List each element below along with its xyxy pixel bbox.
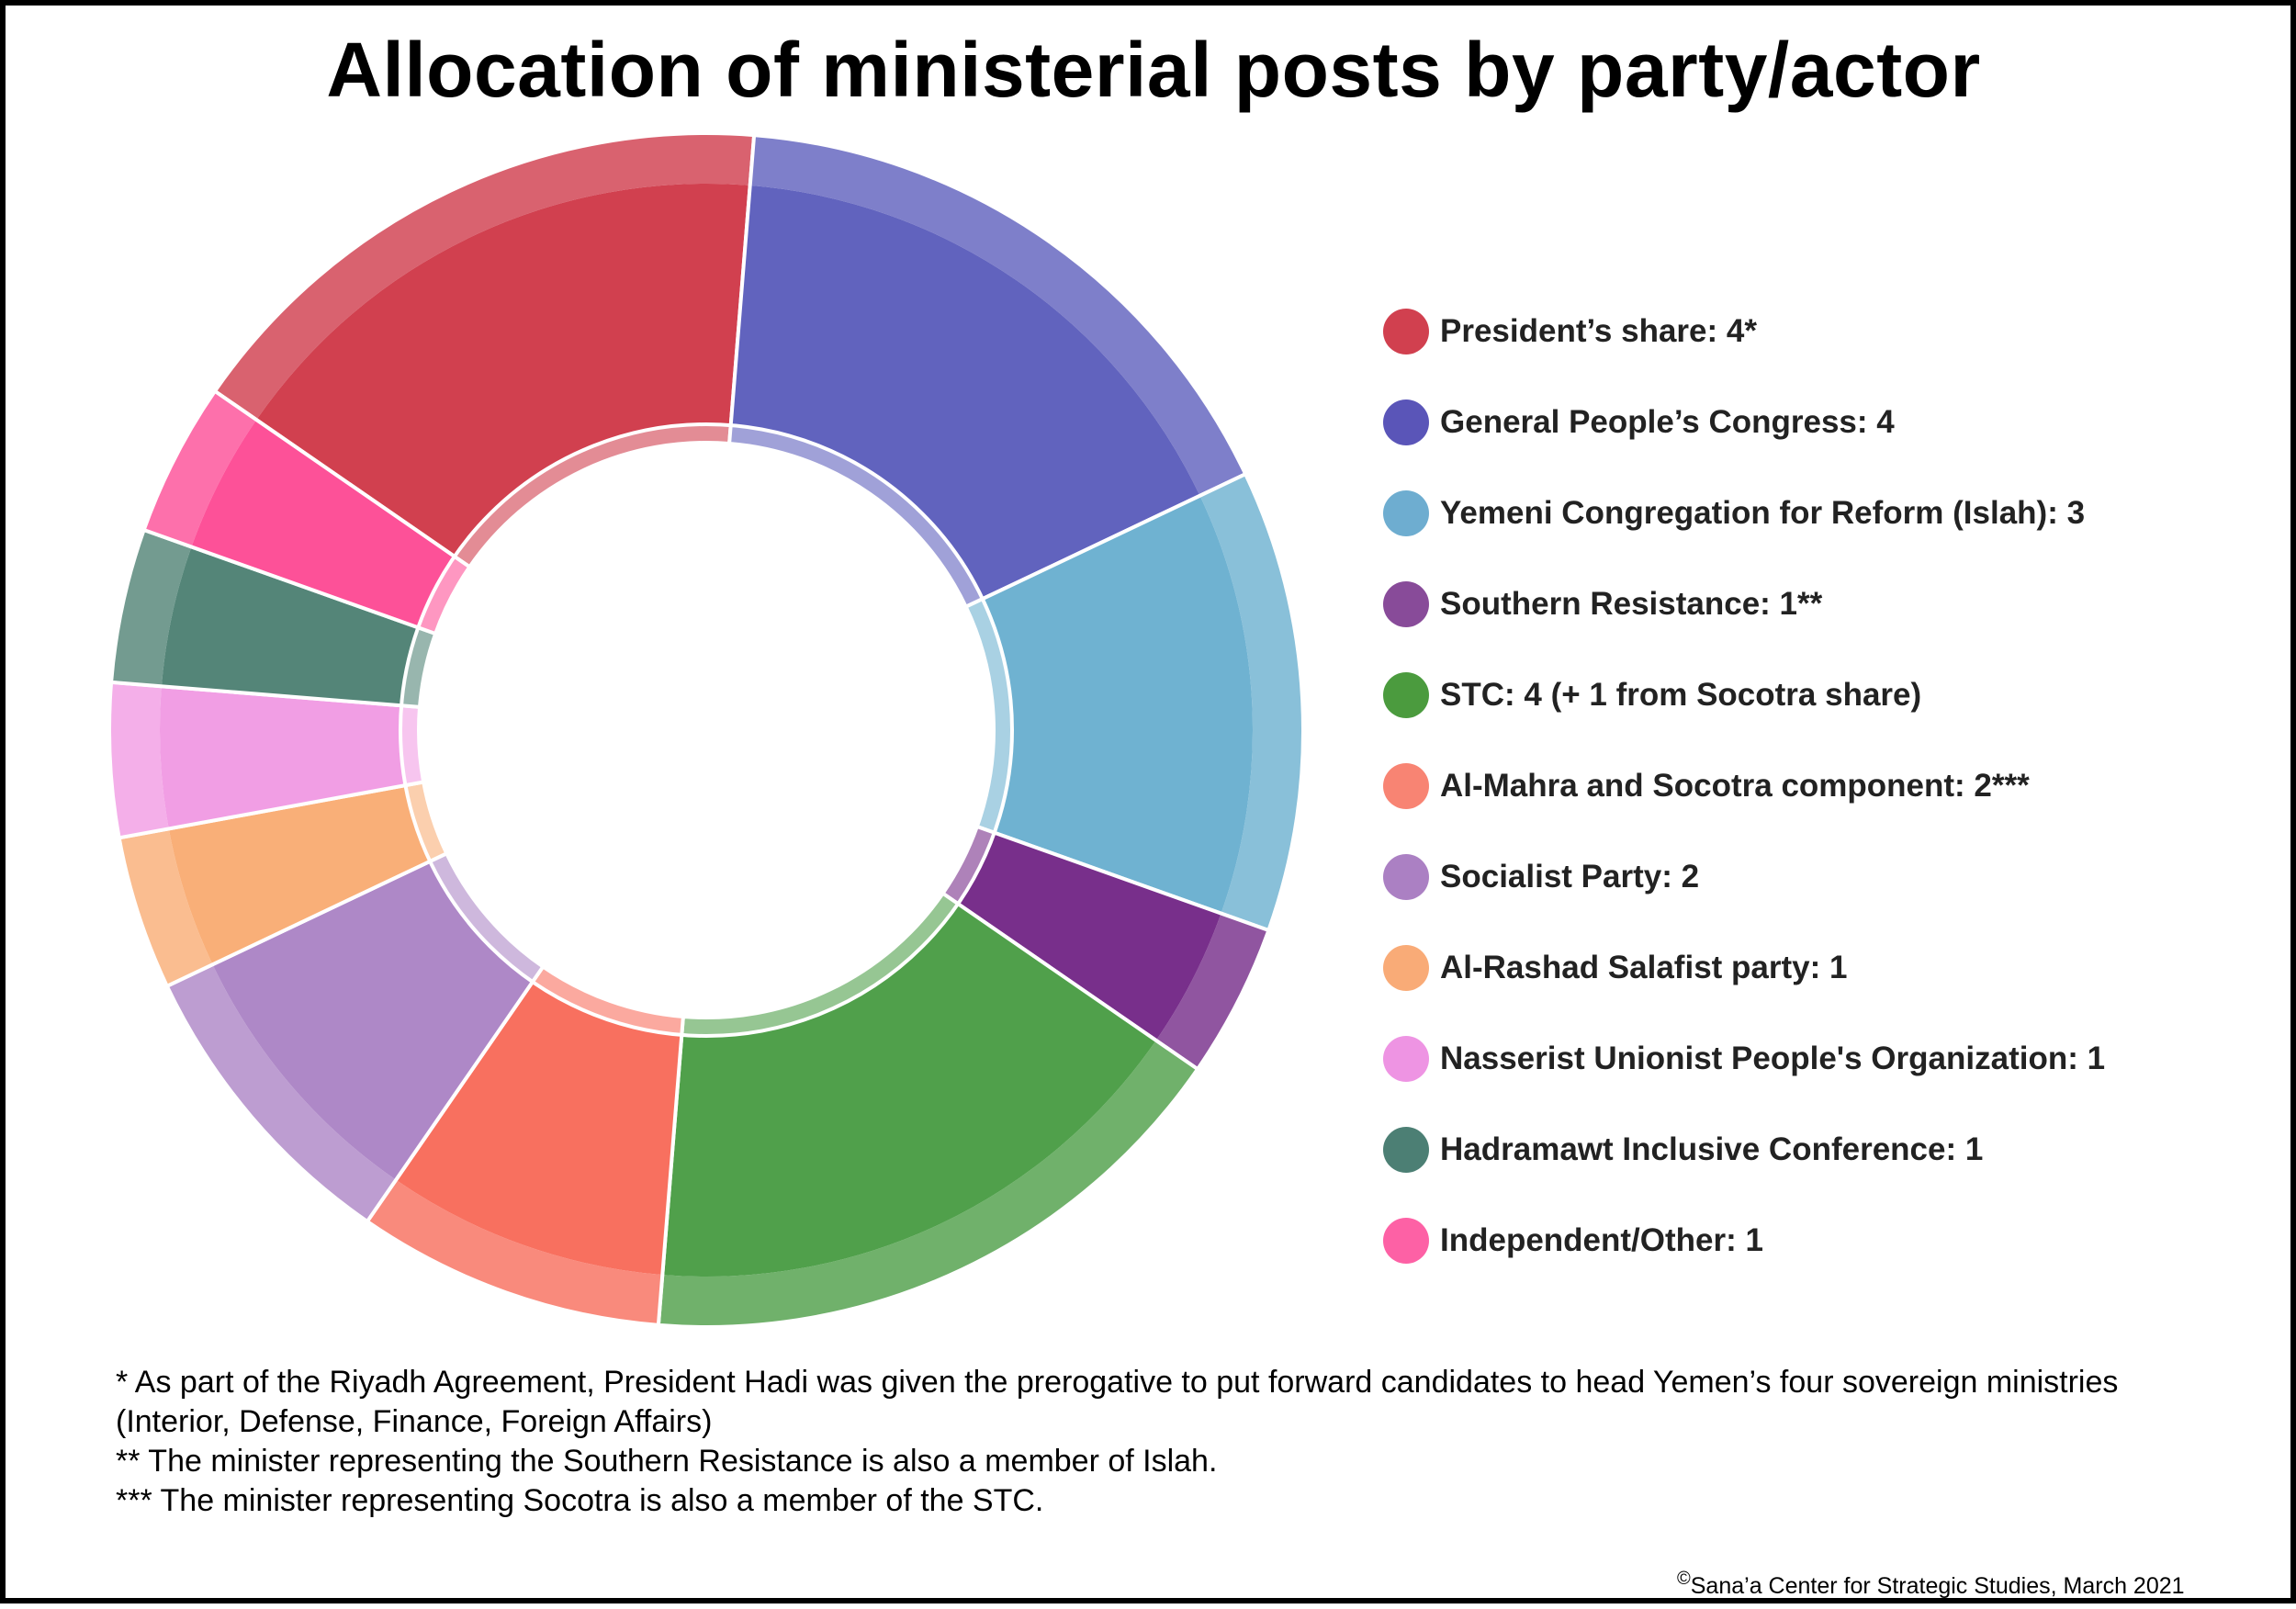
legend-item: Southern Resistance: 1** [1383, 558, 2265, 649]
pie-slice [212, 131, 757, 569]
pie-slice [963, 472, 1305, 933]
legend-item: President’s share: 4* [1383, 286, 2265, 377]
pie-slice [164, 851, 546, 1224]
legend-item: General People’s Congress: 4 [1383, 377, 2265, 467]
legend-label: Hadramawt Inclusive Conference: 1 [1440, 1131, 1984, 1167]
footnote-1: * As part of the Riyadh Agreement, Presi… [116, 1365, 2127, 1439]
legend-item: Socialist Party: 2 [1383, 831, 2265, 922]
legend-item: Yemeni Congregation for Reform (Islah): … [1383, 467, 2265, 558]
legend-swatch [1383, 489, 1429, 536]
legend-label: Al-Rashad Salafist party: 1 [1440, 949, 1848, 985]
legend-swatch [1383, 944, 1429, 991]
pie-slice [141, 388, 472, 636]
legend-label: Southern Resistance: 1** [1440, 585, 1823, 622]
legend-label: Al-Mahra and Socotra component: 2*** [1440, 767, 2030, 804]
pie-slice [727, 133, 1248, 609]
pie-slice [656, 891, 1200, 1329]
legend-label: Nasserist Unionist People's Organization… [1440, 1040, 2106, 1076]
legend-item: Hadramawt Inclusive Conference: 1 [1383, 1104, 2265, 1195]
pie-slice [940, 824, 1271, 1072]
legend-swatch [1383, 399, 1429, 445]
legend-swatch [1383, 671, 1429, 718]
footnote-2: ** The minister representing the Souther… [116, 1444, 1218, 1479]
pie-slice [117, 780, 449, 988]
legend-swatch [1383, 1126, 1429, 1173]
legend-swatch [1383, 1217, 1429, 1264]
legend-item: Independent/Other: 1 [1383, 1195, 2265, 1286]
legend-label: Yemeni Congregation for Reform (Islah): … [1440, 494, 2086, 531]
legend-swatch [1383, 308, 1429, 354]
legend-label: Independent/Other: 1 [1440, 1221, 1763, 1258]
legend-swatch [1383, 1035, 1429, 1082]
legend-label: Socialist Party: 2 [1440, 858, 1700, 895]
legend-label: General People’s Congress: 4 [1440, 403, 1895, 440]
legend-swatch [1383, 762, 1429, 809]
legend-label: STC: 4 (+ 1 from Socotra share) [1440, 676, 1922, 713]
donut-chart [107, 131, 1305, 1329]
legend-label: President’s share: 4* [1440, 312, 1757, 349]
legend-item: Al-Rashad Salafist party: 1 [1383, 922, 2265, 1013]
pie-slice [365, 964, 685, 1327]
chart-title: Allocation of ministerial posts by party… [326, 27, 1981, 113]
credit-text: Sana’a Center for Strategic Studies, Mar… [1690, 1573, 2185, 1599]
donut-hole [420, 444, 993, 1017]
legend-item: Nasserist Unionist People's Organization… [1383, 1013, 2265, 1104]
legend-swatch [1383, 580, 1429, 627]
legend: President’s share: 4* General People’s Co… [1383, 286, 2265, 1286]
legend-item: STC: 4 (+ 1 from Socotra share) [1383, 649, 2265, 740]
legend-swatch [1383, 853, 1429, 900]
copyright-symbol: © [1677, 1569, 1691, 1589]
pie-slice [107, 680, 426, 840]
footnote-3: *** The minister representing Socotra is… [116, 1483, 1044, 1518]
footnotes: * As part of the Riyadh Agreement, Presi… [116, 1363, 2228, 1521]
legend-item: Al-Mahra and Socotra component: 2*** [1383, 740, 2265, 831]
source-credit: ©Sana’a Center for Strategic Studies, Ma… [1677, 1569, 2185, 1600]
